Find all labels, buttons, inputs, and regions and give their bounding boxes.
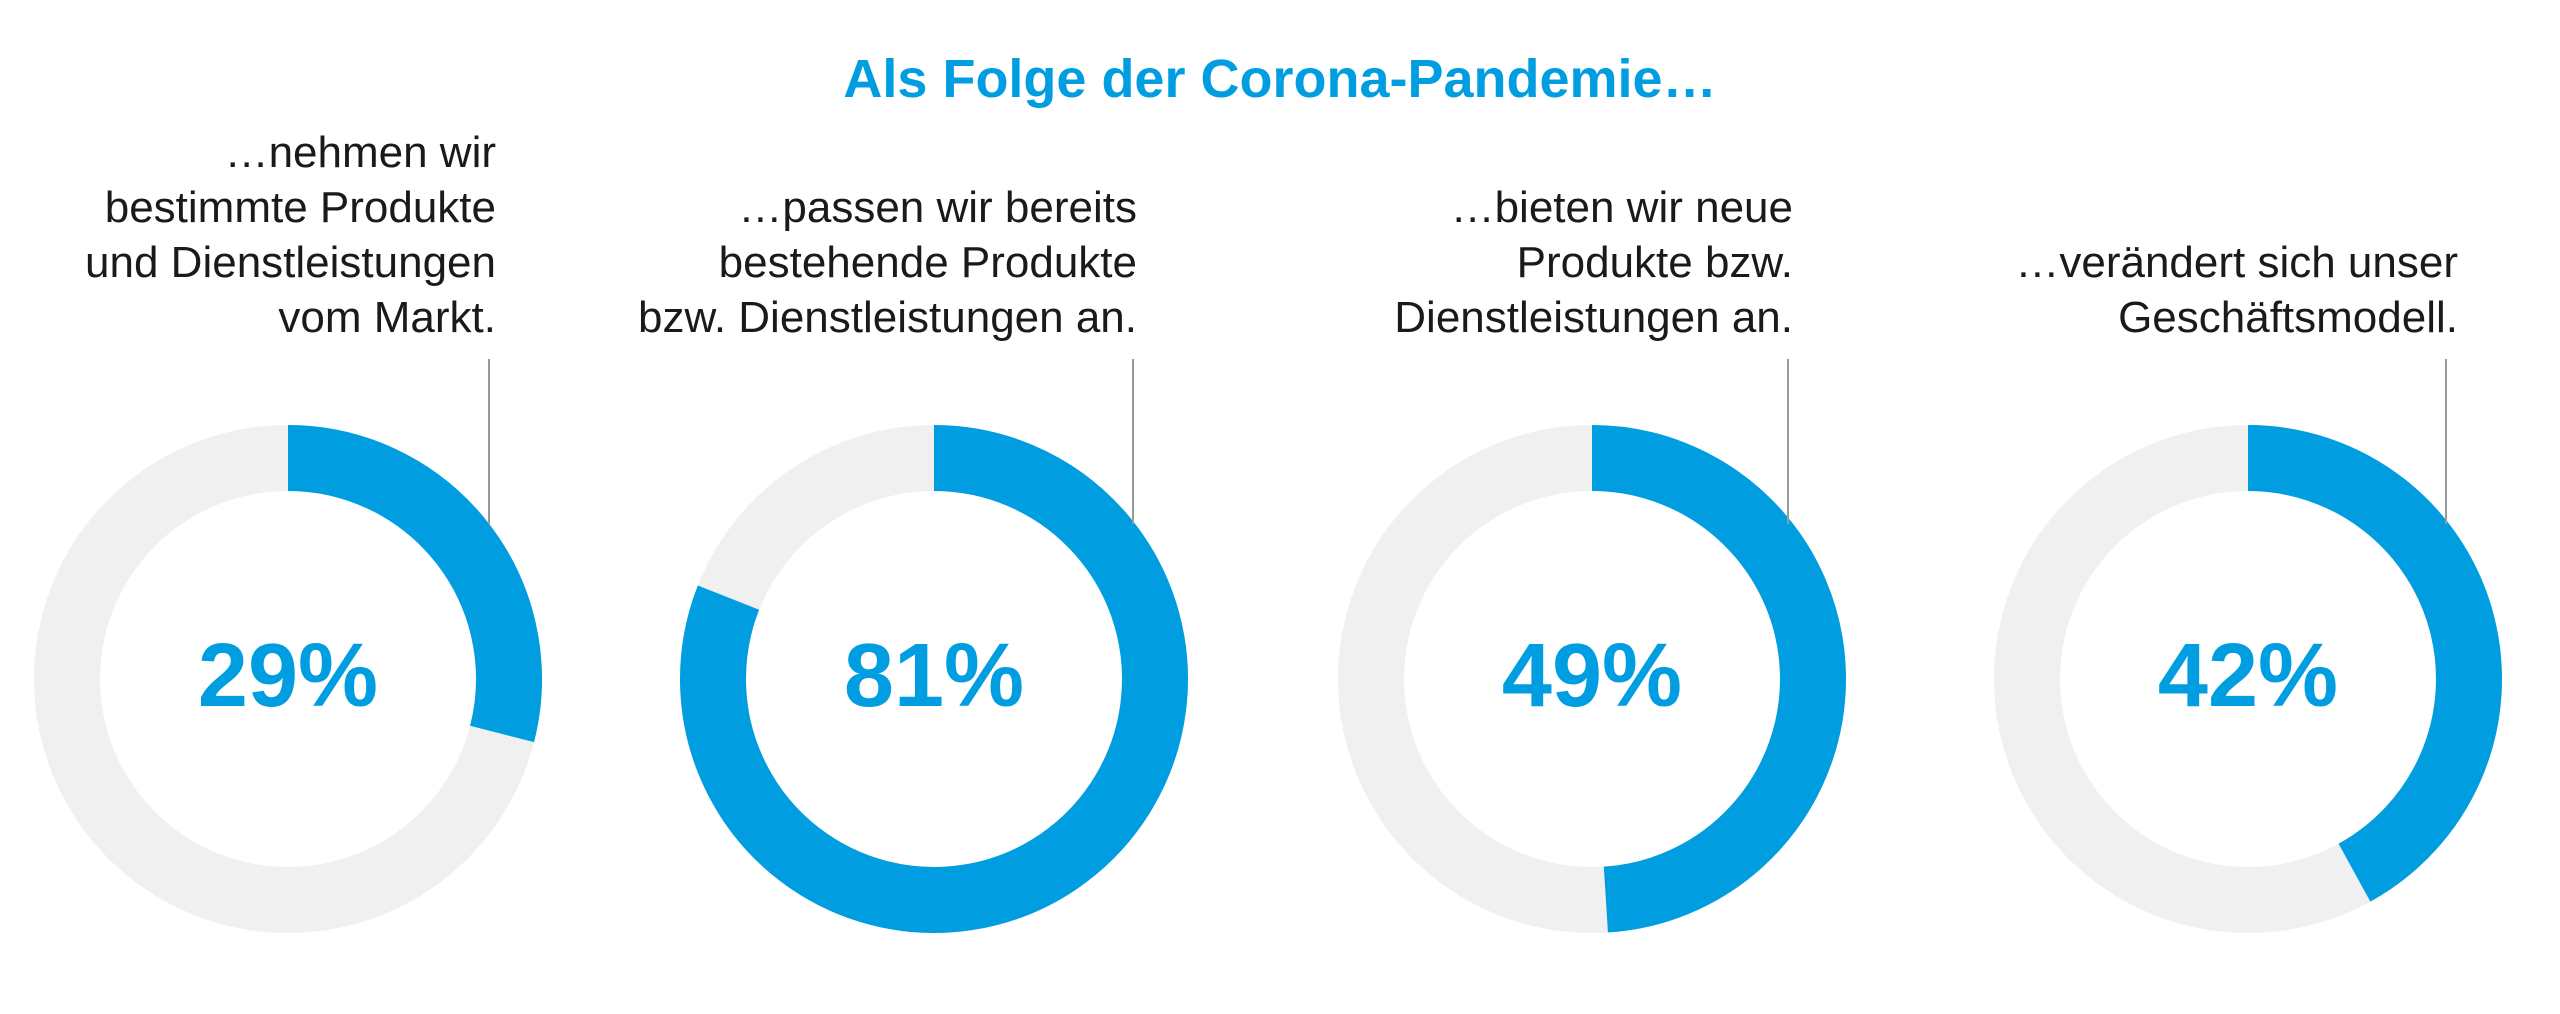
label-line: bzw. Dienstleistungen an. [638,293,1137,342]
label-line: Geschäftsmodell. [2118,293,2458,342]
label-line: …bieten wir neue [1451,183,1793,232]
chart-title: Als Folge der Corona-Pandemie… [843,49,1716,109]
label-line: …nehmen wir [225,128,496,177]
label-line: vom Markt. [278,293,496,342]
donut-value-arc [287,425,542,743]
donut-4 [1994,425,2502,933]
donut-3 [1338,425,1846,933]
donuts [34,359,2502,933]
donut-value-arc [680,425,1188,933]
donut-value-arc [2247,425,2502,902]
donut-1 [34,425,542,933]
label-line: Dienstleistungen an. [1394,293,1793,342]
label-line: …passen wir bereits [738,183,1137,232]
value-label-1: 29% [198,626,378,726]
value-label-2: 81% [844,626,1024,726]
donut-2 [680,425,1188,933]
category-label-2: …passen wir bereits bestehende Produkte … [638,183,1137,342]
category-label-4: …verändert sich unser Geschäftsmodell. [2015,238,2458,342]
value-label-4: 42% [2158,626,2338,726]
label-line: und Dienstleistungen [85,238,496,287]
label-line: bestimmte Produkte [105,183,496,232]
value-label-3: 49% [1502,626,1682,726]
label-line: bestehende Produkte [719,238,1137,287]
label-line: …verändert sich unser [2015,238,2458,287]
label-line: Produkte bzw. [1517,238,1793,287]
donut-value-arc [1591,425,1846,933]
category-label-3: …bieten wir neue Produkte bzw. Dienstlei… [1394,183,1793,342]
category-label-1: …nehmen wir bestimmte Produkte und Diens… [85,128,496,342]
